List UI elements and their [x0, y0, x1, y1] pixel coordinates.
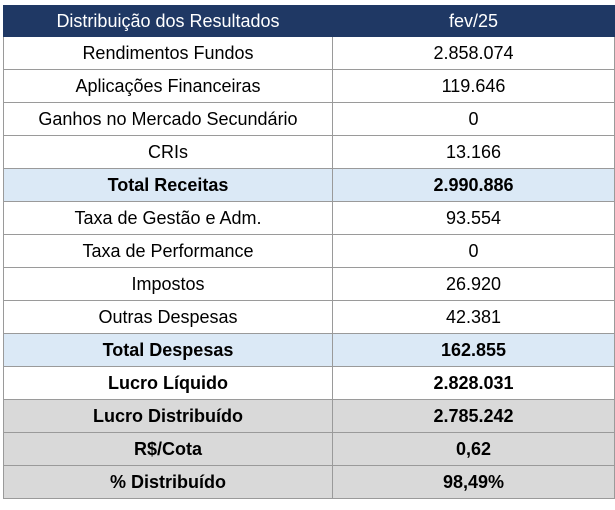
- row-label: Lucro Distribuído: [3, 399, 333, 433]
- row-label: R$/Cota: [3, 432, 333, 466]
- table-row-rs-cota: R$/Cota 0,62: [3, 432, 615, 466]
- table-row-ganhos-mercado-secundario: Ganhos no Mercado Secundário 0: [3, 102, 615, 136]
- table-row-impostos: Impostos 26.920: [3, 267, 615, 301]
- results-distribution-table: Distribuição dos Resultados fev/25 Rendi…: [3, 5, 615, 499]
- row-value: 93.554: [332, 201, 615, 235]
- row-value: 42.381: [332, 300, 615, 334]
- row-value: 2.990.886: [332, 168, 615, 202]
- row-label: Taxa de Gestão e Adm.: [3, 201, 333, 235]
- row-value: 26.920: [332, 267, 615, 301]
- row-value: 2.828.031: [332, 366, 615, 400]
- row-label: Total Despesas: [3, 333, 333, 367]
- table-row-total-despesas: Total Despesas 162.855: [3, 333, 615, 367]
- table-row-taxa-gestao: Taxa de Gestão e Adm. 93.554: [3, 201, 615, 235]
- table-row-rendimentos-fundos: Rendimentos Fundos 2.858.074: [3, 36, 615, 70]
- table-row-total-receitas: Total Receitas 2.990.886: [3, 168, 615, 202]
- row-label: % Distribuído: [3, 465, 333, 499]
- row-value: 2.785.242: [332, 399, 615, 433]
- row-value: 0: [332, 102, 615, 136]
- table-row-percent-distribuido: % Distribuído 98,49%: [3, 465, 615, 499]
- row-value: 13.166: [332, 135, 615, 169]
- row-label: Outras Despesas: [3, 300, 333, 334]
- row-value: 0,62: [332, 432, 615, 466]
- table-row-cris: CRIs 13.166: [3, 135, 615, 169]
- row-value: 2.858.074: [332, 36, 615, 70]
- table-row-lucro-distribuido: Lucro Distribuído 2.785.242: [3, 399, 615, 433]
- row-label: Aplicações Financeiras: [3, 69, 333, 103]
- row-label: Impostos: [3, 267, 333, 301]
- header-label-cell: Distribuição dos Resultados: [3, 5, 333, 37]
- table-row-taxa-performance: Taxa de Performance 0: [3, 234, 615, 268]
- row-label: Rendimentos Fundos: [3, 36, 333, 70]
- row-label: Ganhos no Mercado Secundário: [3, 102, 333, 136]
- table-row-aplicacoes-financeiras: Aplicações Financeiras 119.646: [3, 69, 615, 103]
- row-value: 0: [332, 234, 615, 268]
- table-header-row: Distribuição dos Resultados fev/25: [3, 5, 615, 37]
- row-label: Total Receitas: [3, 168, 333, 202]
- table-row-outras-despesas: Outras Despesas 42.381: [3, 300, 615, 334]
- row-label: Taxa de Performance: [3, 234, 333, 268]
- row-label: CRIs: [3, 135, 333, 169]
- row-value: 119.646: [332, 69, 615, 103]
- row-value: 162.855: [332, 333, 615, 367]
- table-row-lucro-liquido: Lucro Líquido 2.828.031: [3, 366, 615, 400]
- row-label: Lucro Líquido: [3, 366, 333, 400]
- row-value: 98,49%: [332, 465, 615, 499]
- header-period-cell: fev/25: [332, 5, 615, 37]
